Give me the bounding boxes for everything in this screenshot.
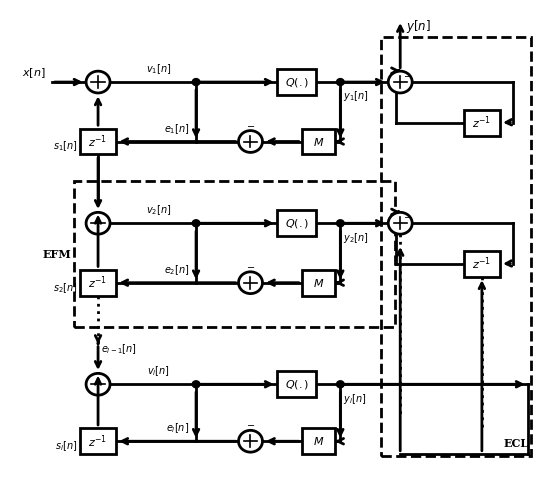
Circle shape [388,212,412,234]
FancyBboxPatch shape [277,371,316,397]
Text: $-$: $-$ [246,120,255,130]
Text: ECL: ECL [503,438,528,449]
Text: $y_l[n]$: $y_l[n]$ [343,392,366,406]
Circle shape [388,71,412,93]
Text: $z^{-1}$: $z^{-1}$ [89,433,108,449]
FancyBboxPatch shape [80,270,116,296]
Circle shape [239,272,262,294]
Text: $v_l[n]$: $v_l[n]$ [147,365,170,378]
Text: $M$: $M$ [313,435,324,447]
Text: $z^{-1}$: $z^{-1}$ [89,275,108,291]
Text: $Q(.)$: $Q(.)$ [285,217,309,230]
FancyBboxPatch shape [302,270,336,296]
Text: $y_2[n]$: $y_2[n]$ [343,230,368,244]
Text: $e_1[n]$: $e_1[n]$ [164,122,190,136]
Text: $Q(.)$: $Q(.)$ [285,378,309,391]
Text: EFM: EFM [42,248,71,260]
Text: $e_{l-1}[n]$: $e_{l-1}[n]$ [101,342,137,356]
Text: $-$: $-$ [246,261,255,271]
Text: $v_2[n]$: $v_2[n]$ [146,203,171,217]
Text: $s_l[n]$: $s_l[n]$ [56,439,78,453]
Text: $x[n]$: $x[n]$ [22,66,46,80]
Circle shape [337,79,344,86]
Text: $e_2[n]$: $e_2[n]$ [164,263,190,277]
Circle shape [239,430,262,452]
Text: $M$: $M$ [313,277,324,289]
Circle shape [192,220,200,227]
Text: $-$: $-$ [404,211,412,221]
Text: $z^{-1}$: $z^{-1}$ [472,114,492,131]
Text: $z^{-1}$: $z^{-1}$ [89,133,108,150]
FancyBboxPatch shape [464,110,499,136]
Text: $s_2[n]$: $s_2[n]$ [53,281,78,295]
FancyBboxPatch shape [464,251,499,277]
Circle shape [239,131,262,152]
FancyBboxPatch shape [277,69,316,95]
Text: $z^{-1}$: $z^{-1}$ [472,256,492,272]
Text: $y_1[n]$: $y_1[n]$ [343,90,368,104]
Circle shape [337,220,344,227]
Text: $-$: $-$ [246,419,255,429]
FancyBboxPatch shape [80,129,116,154]
Circle shape [192,381,200,388]
FancyBboxPatch shape [302,129,336,154]
Circle shape [337,381,344,388]
Circle shape [86,212,110,234]
Text: $M$: $M$ [313,135,324,147]
Text: $v_1[n]$: $v_1[n]$ [146,62,171,76]
Circle shape [86,71,110,93]
Text: $Q(.)$: $Q(.)$ [285,76,309,89]
Text: $-$: $-$ [404,70,412,80]
FancyBboxPatch shape [302,428,336,454]
Text: $e_l[n]$: $e_l[n]$ [166,421,189,435]
Text: $s_1[n]$: $s_1[n]$ [53,140,78,153]
FancyBboxPatch shape [80,428,116,454]
FancyBboxPatch shape [277,210,316,236]
Circle shape [86,373,110,395]
Circle shape [192,79,200,86]
Text: $y[n]$: $y[n]$ [406,18,431,35]
